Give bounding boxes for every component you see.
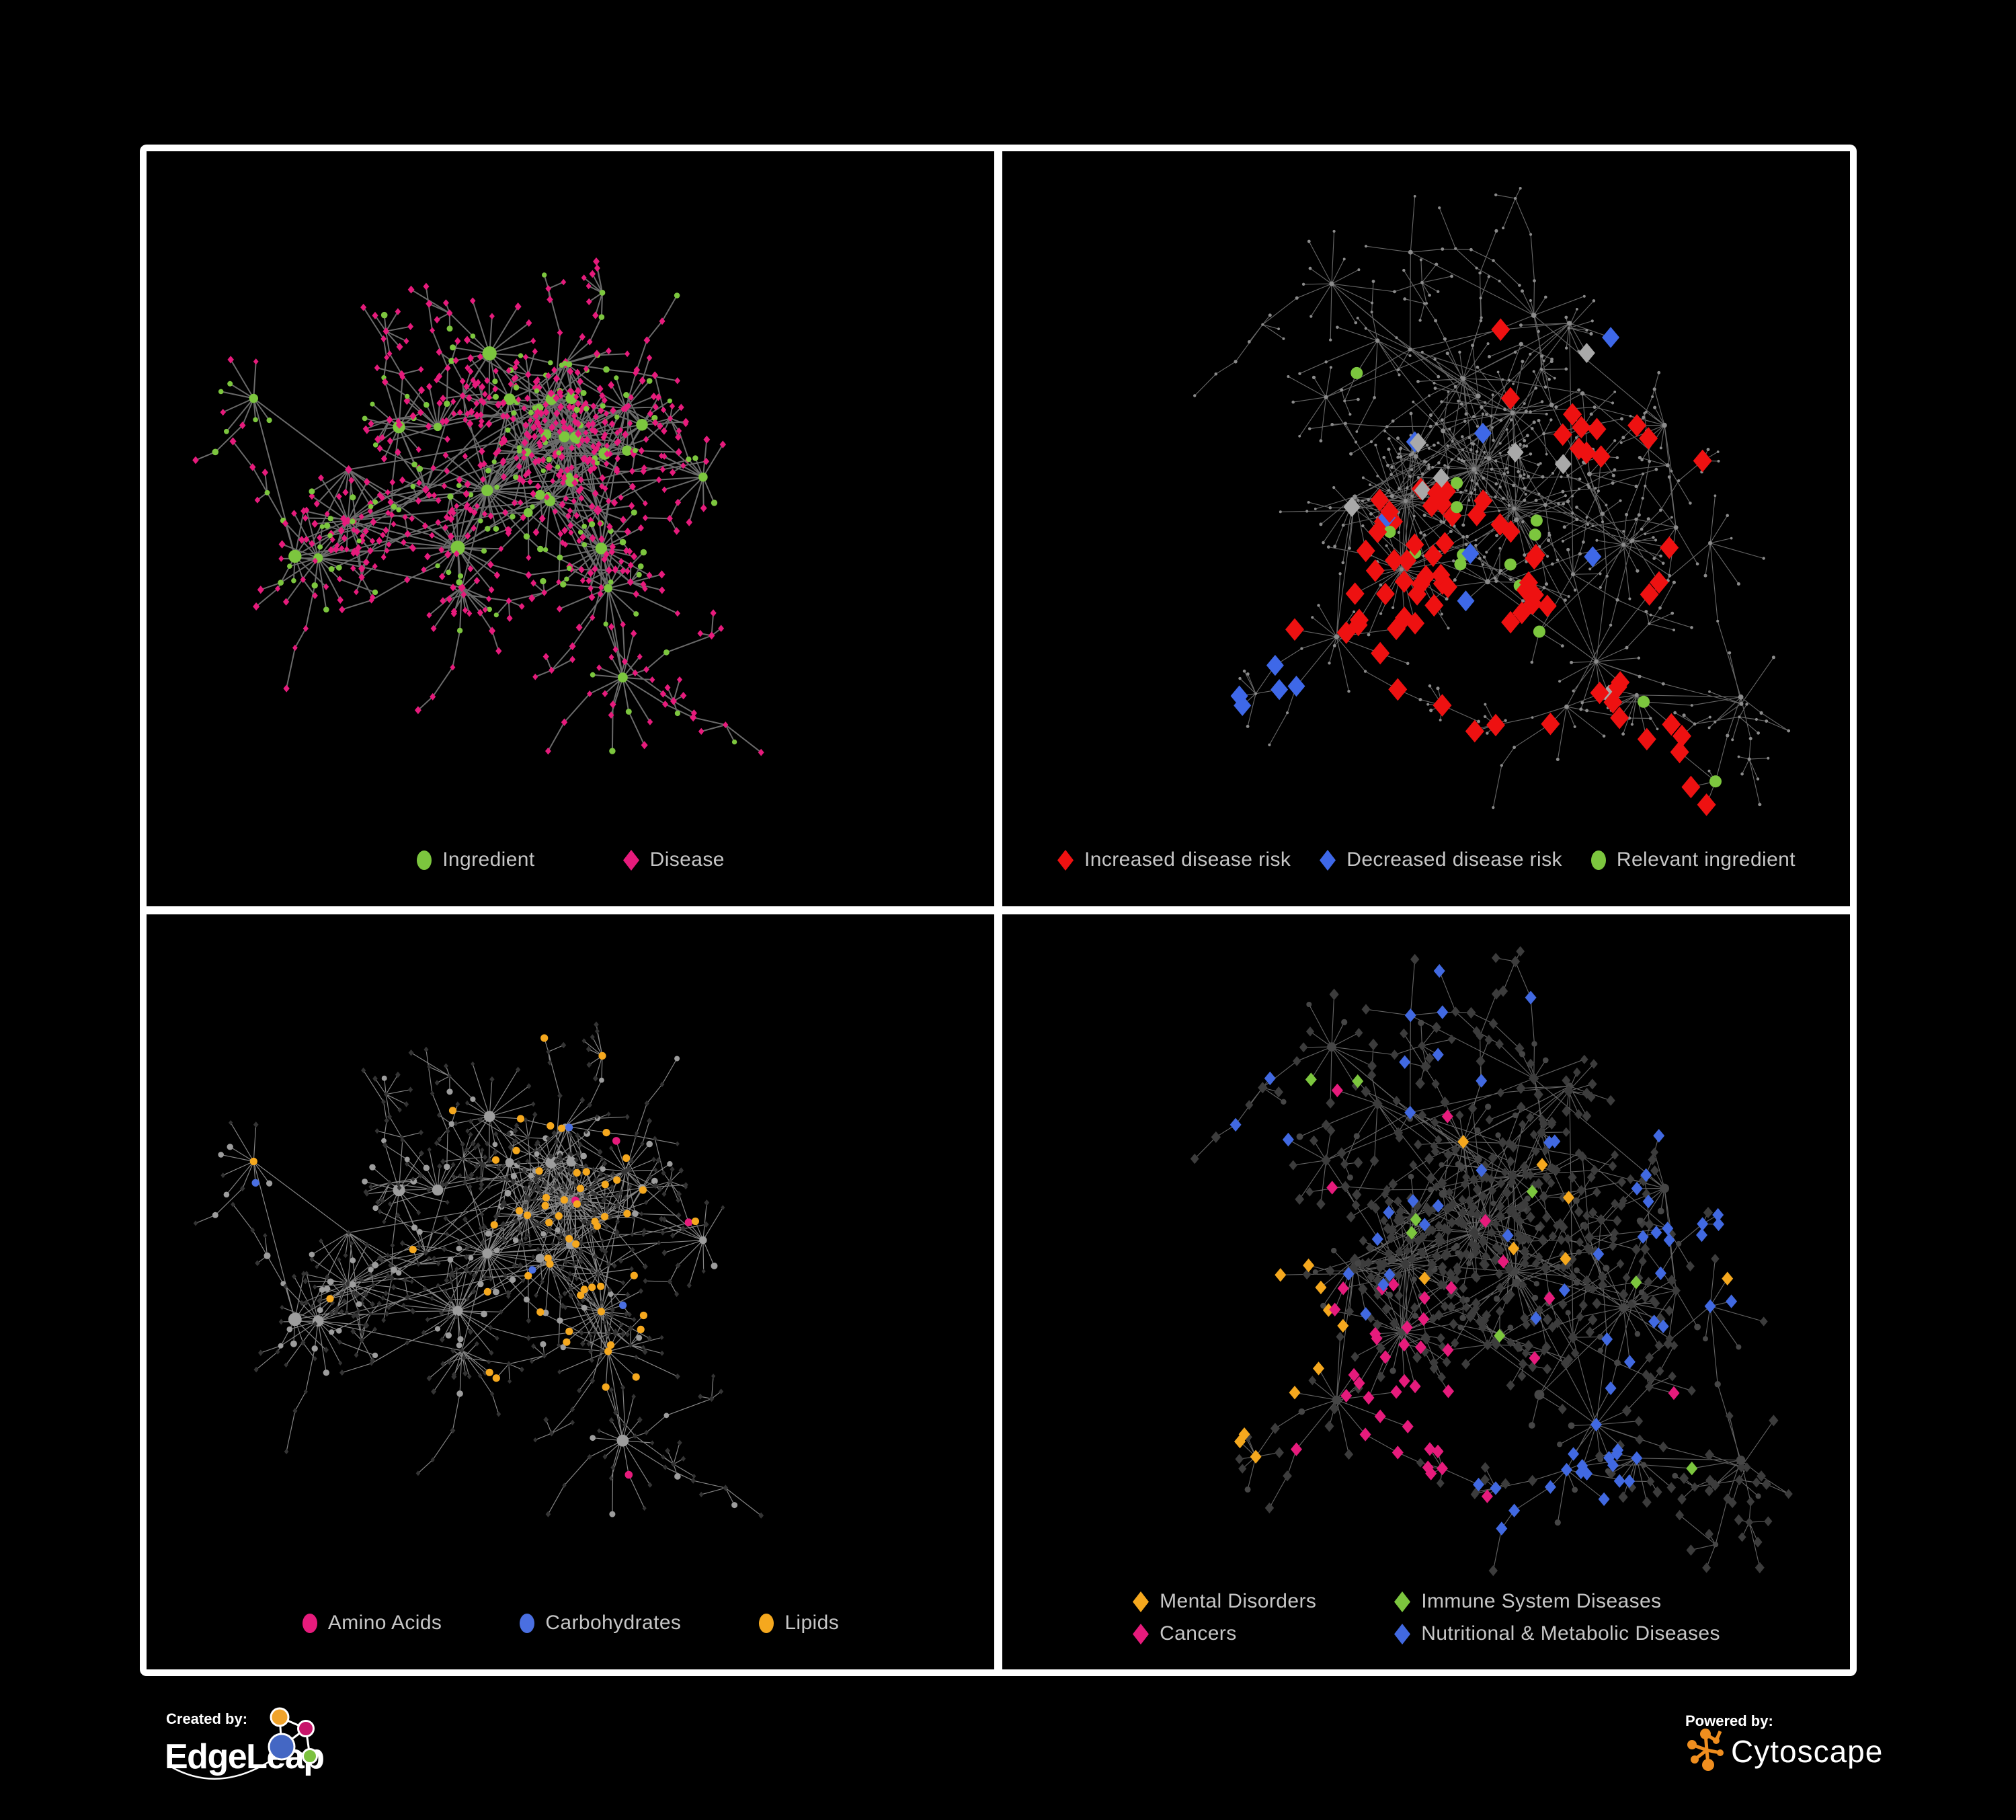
legend-item-disease: Disease — [622, 848, 725, 871]
legend-item-carbohydrates: Carbohydrates — [519, 1612, 681, 1634]
legend-label: Relevant ingredient — [1616, 848, 1796, 871]
legend-label: Decreased disease risk — [1346, 848, 1562, 871]
legend-item-cancers: Cancers — [1132, 1622, 1316, 1645]
network-graph-ingredient-disease — [192, 257, 764, 756]
edgeleap-wordmark: EdgeLeap — [165, 1737, 324, 1776]
panel-ingredient-disease: Ingredient Disease — [147, 151, 994, 906]
legend-label: Amino Acids — [327, 1612, 442, 1634]
edges-layer — [195, 261, 762, 753]
edgeleap-blue-node — [268, 1733, 296, 1761]
cytoscape-logo: Powered by: Cytoscape — [1685, 1712, 1883, 1771]
cytoscape-icon — [1687, 1729, 1724, 1771]
legend-label: Carbohydrates — [545, 1612, 682, 1634]
panel-disease-risk: Increased disease risk Decreased disease … — [1002, 151, 1850, 906]
edges-layer — [1194, 951, 1789, 1571]
highlighted-nodes-layer — [1229, 963, 1738, 1536]
legend-item-immune-system-diseases: Immune System Diseases — [1394, 1590, 1720, 1613]
legend-item-nutritional-metabolic-diseases: Nutritional & Metabolic Diseases — [1394, 1622, 1720, 1645]
legend-ingredient-categories: Amino Acids Carbohydrates Lipids — [147, 1612, 994, 1634]
cytoscape-wordmark: Cytoscape — [1731, 1734, 1883, 1769]
legend-marker-diamond — [1320, 849, 1336, 871]
legend-label: Cancers — [1160, 1622, 1237, 1645]
panel-ingredient-categories: Amino Acids Carbohydrates Lipids — [147, 914, 994, 1669]
legend-marker-circle — [302, 1613, 317, 1633]
edgeleap-green-node — [302, 1748, 318, 1764]
edges-layer — [1194, 188, 1789, 808]
edgeleap-magenta-node — [297, 1720, 315, 1737]
figure-grid: Ingredient Disease Increased disease risk… — [140, 145, 1857, 1676]
legend-label: Mental Disorders — [1160, 1590, 1317, 1612]
network-graph-disease-risk — [1193, 187, 1791, 816]
legend-label: Immune System Diseases — [1421, 1590, 1662, 1612]
legend-item-ingredient: Ingredient — [416, 848, 534, 871]
legend-label: Increased disease risk — [1084, 848, 1291, 871]
powered-by-label: Powered by: — [1685, 1712, 1773, 1729]
nodes-layer — [192, 257, 764, 756]
legend-item-mental-disorders: Mental Disorders — [1132, 1590, 1316, 1613]
legend-marker-circle — [759, 1613, 774, 1633]
highlighted-nodes-layer — [249, 1034, 699, 1479]
legend-ingredient-disease: Ingredient Disease — [147, 848, 994, 871]
legend-marker-diamond — [622, 849, 639, 871]
legend-label: Disease — [649, 848, 725, 871]
legend-label: Lipids — [784, 1612, 840, 1634]
legend-item-amino-acids: Amino Acids — [302, 1612, 442, 1634]
created-by-label: Created by: — [166, 1710, 247, 1727]
legend-item-lipids: Lipids — [758, 1612, 839, 1634]
legend-marker-diamond — [1133, 1591, 1150, 1612]
legend-marker-diamond — [1394, 1623, 1411, 1645]
network-graph-ingredient-categories — [193, 1021, 764, 1519]
panel-disease-categories: Mental Disorders Immune System Diseases Ca… — [1002, 914, 1850, 1669]
nodes-layer — [193, 1021, 764, 1519]
legend-label: Ingredient — [442, 848, 535, 871]
legend-item-increased-disease-risk: Increased disease risk — [1057, 848, 1291, 871]
legend-disease-categories: Mental Disorders Immune System Diseases Ca… — [1002, 1590, 1850, 1645]
legend-marker-diamond — [1133, 1623, 1150, 1645]
edgeleap-swoosh — [168, 1757, 274, 1780]
legend-item-relevant-ingredient: Relevant ingredient — [1590, 848, 1796, 871]
legend-item-decreased-disease-risk: Decreased disease risk — [1319, 848, 1562, 871]
legend-marker-circle — [520, 1613, 535, 1633]
legend-marker-circle — [1590, 850, 1606, 870]
edgeleap-orange-node — [270, 1707, 290, 1727]
legend-marker-circle — [417, 850, 432, 870]
legend-disease-risk: Increased disease risk Decreased disease … — [1002, 848, 1850, 871]
highlighted-nodes-layer — [1230, 318, 1722, 816]
legend-marker-diamond — [1057, 849, 1074, 871]
legend-marker-diamond — [1394, 1591, 1411, 1612]
network-graph-disease-categories — [1190, 946, 1793, 1577]
edgeleap-logo: Created by: EdgeLeap — [165, 1707, 325, 1780]
edgeleap-network-icon — [268, 1707, 318, 1764]
legend-label: Nutritional & Metabolic Diseases — [1421, 1622, 1720, 1645]
